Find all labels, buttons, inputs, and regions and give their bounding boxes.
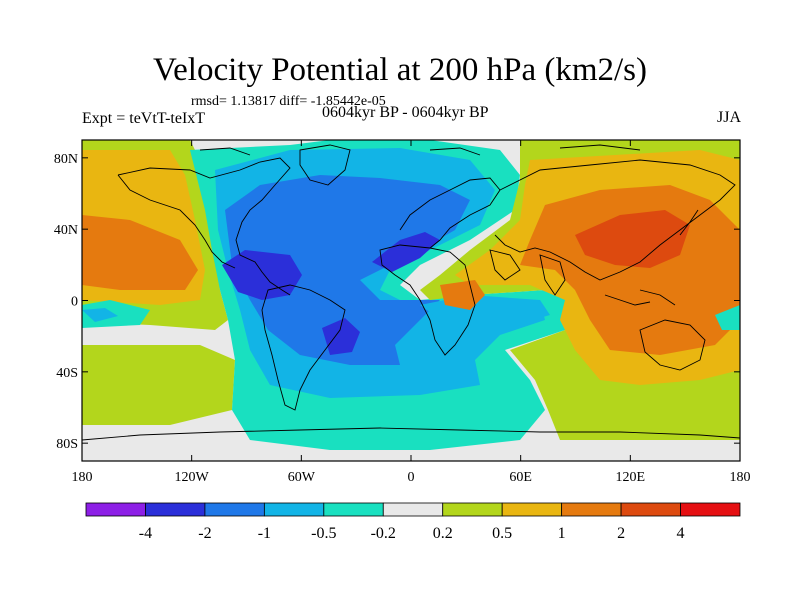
colorbar-label: 0.2 <box>433 525 453 542</box>
x-tick-label: 180 <box>72 470 93 485</box>
coastlines <box>82 144 740 441</box>
y-tick-label: 40N <box>54 223 78 238</box>
x-tick-label: 120W <box>175 470 210 485</box>
y-tick-label: 80S <box>56 437 78 452</box>
colorbar-swatch <box>263 502 325 517</box>
contour-pocket-west <box>82 300 150 328</box>
period-label: 0604kyr BP - 0604kyr BP <box>322 104 489 121</box>
contour-level-0.2-southwest <box>82 345 235 425</box>
x-tick-label: 60W <box>288 470 316 485</box>
colorbar-label: 1 <box>558 525 566 542</box>
season-label: JJA <box>716 109 741 126</box>
stats-text: rmsd= 1.13817 diff= -1.85442e-05 <box>191 94 386 109</box>
contour-africa-positive <box>440 280 485 310</box>
y-tick-label: 40S <box>56 366 78 381</box>
y-tick-label: 80N <box>54 152 78 167</box>
x-tick-label: 60E <box>509 470 532 485</box>
experiment-label: Expt = teVtT-teIxT <box>82 110 206 127</box>
colorbar-swatch <box>442 502 503 517</box>
colorbar-swatch <box>85 502 146 517</box>
x-tick-label: 0 <box>408 470 415 485</box>
plot-title: Velocity Potential at 200 hPa (km2/s) <box>152 52 648 88</box>
y-axis-ticks: 80N 40N 0 40S 80S <box>54 152 740 452</box>
colorbar: -4 -2 -1 -0.5 -0.2 0.2 0.5 1 2 4 <box>85 502 741 542</box>
contour-southeast-neg <box>715 305 740 330</box>
colorbar-label: 0.5 <box>492 525 512 542</box>
colorbar-swatch <box>561 502 622 517</box>
contour-pocket-west-2 <box>82 308 118 322</box>
contour-level-neg2-africa <box>372 232 440 272</box>
contour-level-neg2-southatlantic <box>322 318 360 355</box>
contour-level-2-east <box>575 210 690 268</box>
colorbar-swatch <box>620 502 681 517</box>
contour-field <box>82 140 740 461</box>
colorbar-label: -0.2 <box>371 525 396 542</box>
colorbar-swatch <box>382 502 444 517</box>
colorbar-label: -1 <box>258 525 271 542</box>
contour-level-1-west <box>82 215 198 290</box>
colorbar-swatch <box>680 502 741 517</box>
colorbar-swatch <box>145 502 206 517</box>
colorbar-swatch <box>204 502 265 517</box>
colorbar-label: 4 <box>677 525 685 542</box>
x-tick-label: 180 <box>730 470 751 485</box>
x-tick-label: 120E <box>616 470 646 485</box>
colorbar-swatch <box>323 502 384 517</box>
contour-level-neg2-caribbean <box>222 250 302 300</box>
colorbar-label: -2 <box>198 525 211 542</box>
x-axis-ticks: 180 120W 60W 0 60E 120E 180 <box>72 140 751 485</box>
colorbar-label: 2 <box>617 525 625 542</box>
colorbar-label: -0.5 <box>311 525 336 542</box>
y-tick-label: 0 <box>71 295 78 310</box>
colorbar-label: -4 <box>139 525 152 542</box>
contour-level-neg1 <box>225 175 470 365</box>
colorbar-swatch <box>501 502 563 517</box>
